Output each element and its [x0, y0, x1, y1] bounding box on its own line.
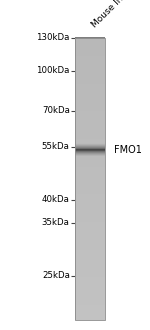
Text: 25kDa: 25kDa: [42, 271, 70, 280]
Text: 100kDa: 100kDa: [36, 66, 70, 76]
Text: 40kDa: 40kDa: [42, 195, 70, 204]
Text: 130kDa: 130kDa: [36, 33, 70, 43]
Text: FMO1: FMO1: [114, 145, 142, 155]
Text: 70kDa: 70kDa: [42, 106, 70, 115]
Text: 55kDa: 55kDa: [42, 142, 70, 151]
Text: 35kDa: 35kDa: [42, 218, 70, 227]
Text: Mouse liver: Mouse liver: [90, 0, 133, 30]
